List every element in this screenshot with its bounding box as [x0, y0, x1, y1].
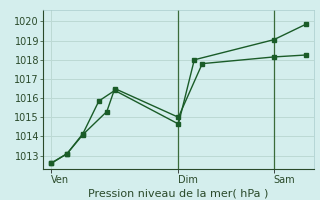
X-axis label: Pression niveau de la mer( hPa ): Pression niveau de la mer( hPa ): [88, 189, 268, 199]
